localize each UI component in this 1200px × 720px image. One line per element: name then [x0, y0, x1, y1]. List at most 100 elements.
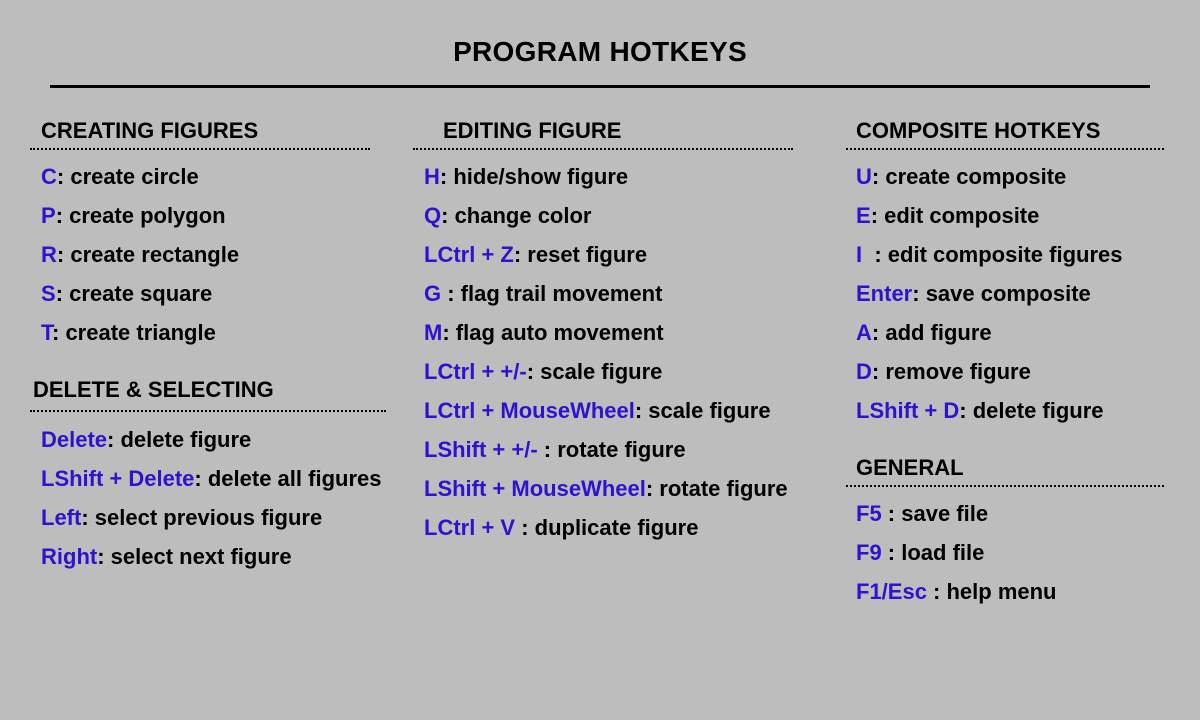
hotkey-description: : duplicate figure: [515, 515, 699, 540]
hotkey-key: LShift + D: [856, 398, 960, 423]
hotkey-item: LShift + D: delete figure: [856, 398, 1123, 437]
section-divider: [30, 148, 370, 150]
hotkey-item: Enter: save composite: [856, 281, 1123, 320]
section-header-general: GENERAL: [856, 455, 964, 480]
hotkey-item: Right: select next figure: [41, 544, 381, 583]
hotkey-key: Q: [424, 203, 442, 228]
hotkey-description: : help menu: [926, 579, 1057, 604]
hotkey-description: : select next figure: [97, 544, 292, 569]
hotkey-key: T: [41, 320, 52, 345]
hotkey-item: G : flag trail movement: [424, 281, 788, 320]
hotkey-item: LShift + MouseWheel: rotate figure: [424, 476, 788, 515]
hotkey-item: S: create square: [41, 281, 239, 320]
hotkey-description: : delete figure: [107, 427, 252, 452]
hotkey-key: LShift + MouseWheel: [424, 476, 646, 501]
hotkey-key: S: [41, 281, 56, 306]
hotkey-key: R: [41, 242, 57, 267]
section-delete-selecting: DELETE & SELECTING Delete: delete figure…: [30, 377, 386, 569]
hotkey-description: : load file: [881, 540, 985, 565]
hotkey-item: LCtrl + +/-: scale figure: [424, 359, 788, 398]
hotkey-list-general: F5 : save file F9 : load file F1/Esc : hel…: [856, 501, 1057, 618]
hotkey-item: I : edit composite figures: [856, 242, 1123, 281]
section-editing-figure: EDITING FIGURE H: hide/show figure Q: cha…: [413, 118, 793, 540]
hotkey-item: E: edit composite: [856, 203, 1123, 242]
hotkey-key: A: [856, 320, 872, 345]
hotkey-description: : create composite: [871, 164, 1067, 189]
hotkey-key: D: [856, 359, 872, 384]
hotkey-item: C: create circle: [41, 164, 239, 203]
page-title: PROGRAM HOTKEYS: [453, 36, 747, 67]
hotkey-description: : delete all figures: [194, 466, 382, 491]
hotkey-key: P: [41, 203, 56, 228]
section-divider: [30, 410, 386, 412]
hotkey-description: : create triangle: [52, 320, 216, 345]
section-header-delete: DELETE & SELECTING: [33, 377, 274, 402]
hotkey-list-editing: H: hide/show figure Q: change color LCtrl …: [424, 164, 788, 554]
hotkey-key: E: [856, 203, 871, 228]
hotkey-description: : save file: [881, 501, 989, 526]
hotkey-description: : flag trail movement: [441, 281, 663, 306]
hotkey-item: T: create triangle: [41, 320, 239, 359]
hotkey-key: F1/Esc: [856, 579, 927, 604]
hotkey-item: M: flag auto movement: [424, 320, 788, 359]
hotkey-description: : scale figure: [526, 359, 663, 384]
hotkey-key: LShift + +/-: [424, 437, 538, 462]
hotkey-description: : create circle: [56, 164, 199, 189]
hotkey-description: : flag auto movement: [442, 320, 664, 345]
hotkey-key: LShift + Delete: [41, 466, 195, 491]
hotkey-item: Left: select previous figure: [41, 505, 381, 544]
hotkey-key: M: [424, 320, 443, 345]
hotkey-key: C: [41, 164, 57, 189]
hotkey-key: U: [856, 164, 872, 189]
hotkey-description: : select previous figure: [81, 505, 323, 530]
hotkey-item: LCtrl + V : duplicate figure: [424, 515, 788, 554]
hotkey-list-composite: U: create composite E: edit composite I : …: [856, 164, 1123, 437]
hotkey-key: LCtrl + MouseWheel: [424, 398, 635, 423]
hotkey-description: : hide/show figure: [439, 164, 629, 189]
hotkey-description: : reset figure: [513, 242, 648, 267]
section-divider: [846, 485, 1164, 487]
hotkey-item: F1/Esc : help menu: [856, 579, 1057, 618]
hotkey-item: R: create rectangle: [41, 242, 239, 281]
hotkey-key: F9: [856, 540, 882, 565]
section-header-composite: COMPOSITE HOTKEYS: [856, 118, 1101, 143]
hotkey-description: : rotate figure: [537, 437, 686, 462]
hotkey-key: LCtrl + +/-: [424, 359, 527, 384]
hotkey-description: : rotate figure: [645, 476, 788, 501]
hotkey-key: Right: [41, 544, 98, 569]
section-header-editing: EDITING FIGURE: [443, 118, 622, 143]
hotkey-item: F5 : save file: [856, 501, 1057, 540]
hotkey-description: : remove figure: [871, 359, 1031, 384]
hotkey-description: : change color: [441, 203, 592, 228]
hotkey-item: H: hide/show figure: [424, 164, 788, 203]
hotkey-key: G: [424, 281, 442, 306]
title-divider: [50, 85, 1150, 88]
hotkey-item: U: create composite: [856, 164, 1123, 203]
hotkey-item: LShift + Delete: delete all figures: [41, 466, 381, 505]
section-composite-hotkeys: COMPOSITE HOTKEYS U: create composite E: …: [846, 118, 1164, 423]
hotkey-description: : edit composite: [870, 203, 1040, 228]
section-divider: [413, 148, 793, 150]
section-creating-figures: CREATING FIGURES C: create circle P: crea…: [30, 118, 370, 345]
hotkey-key: LCtrl + Z: [424, 242, 514, 267]
hotkey-item: P: create polygon: [41, 203, 239, 242]
hotkey-key: Delete: [41, 427, 108, 452]
hotkey-description: : create square: [55, 281, 213, 306]
hotkey-item: Q: change color: [424, 203, 788, 242]
hotkey-description: : create polygon: [55, 203, 226, 228]
section-general: GENERAL F5 : save file F9 : load file F1/E…: [846, 455, 1164, 604]
hotkey-item: LShift + +/- : rotate figure: [424, 437, 788, 476]
hotkey-item: Delete: delete figure: [41, 427, 381, 466]
hotkey-item: D: remove figure: [856, 359, 1123, 398]
hotkey-key: LCtrl + V: [424, 515, 516, 540]
hotkey-description: : create rectangle: [56, 242, 240, 267]
hotkey-description: : save composite: [912, 281, 1091, 306]
hotkey-list-creating: C: create circle P: create polygon R: crea…: [41, 164, 239, 359]
hotkey-key: I: [856, 242, 863, 267]
hotkey-key: Left: [41, 505, 82, 530]
hotkey-item: F9 : load file: [856, 540, 1057, 579]
section-header-creating: CREATING FIGURES: [41, 118, 259, 143]
hotkey-item: LCtrl + MouseWheel: scale figure: [424, 398, 788, 437]
hotkey-description: : edit composite figures: [862, 242, 1123, 267]
section-divider: [846, 148, 1164, 150]
